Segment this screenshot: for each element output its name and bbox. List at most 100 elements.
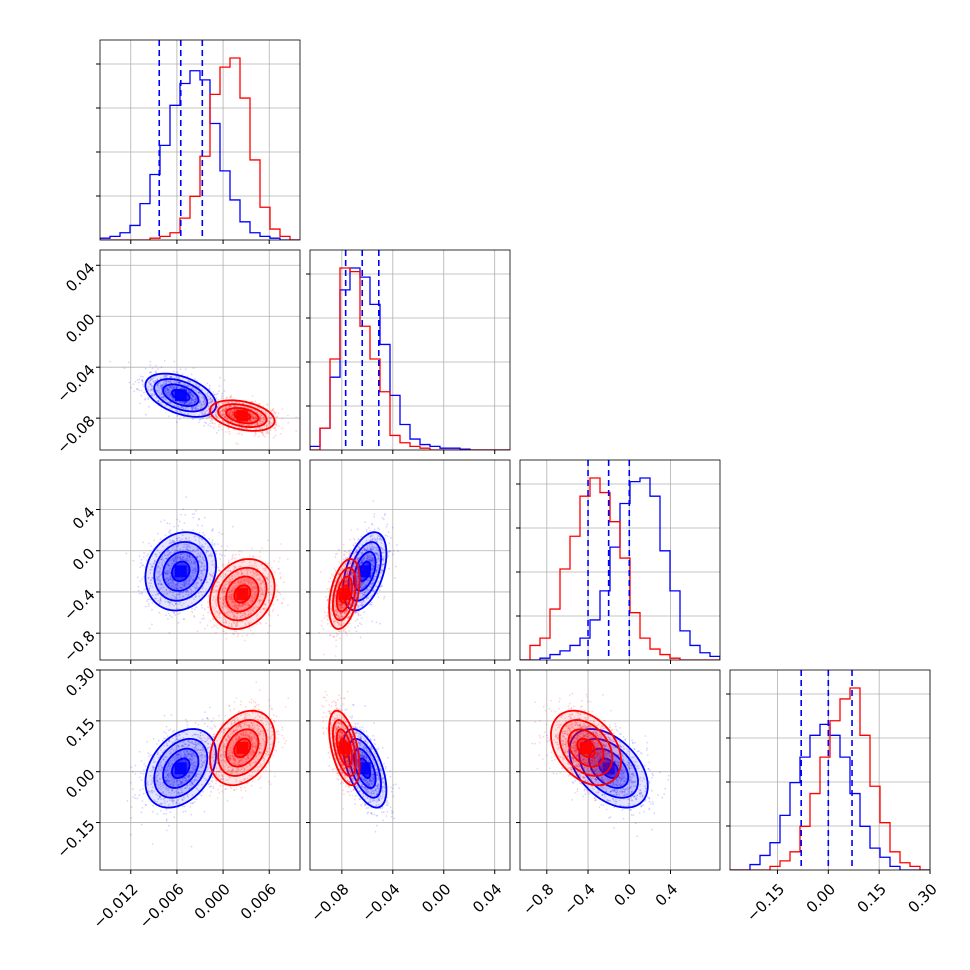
sample-point [170,396,173,398]
sample-point [150,582,152,585]
sample-point [187,390,190,393]
sample-point [174,409,177,412]
sample-point [228,413,231,416]
sample-point [269,424,271,426]
sample-point [153,381,155,384]
sample-point [250,420,253,422]
sample-point [262,416,265,419]
sample-point [207,595,210,598]
sample-point [251,625,254,628]
sample-point [272,603,275,606]
sample-point [166,387,169,389]
sample-point [246,423,249,426]
sample-point [172,397,175,400]
sample-point [295,416,297,419]
sample-point [270,410,273,412]
sample-point [286,558,289,560]
sample-point [188,403,190,405]
sample-point [175,556,178,559]
sample-point [233,405,236,408]
sample-point [147,605,150,607]
sample-point [276,584,278,587]
sample-point [194,389,196,392]
sample-point [177,406,180,408]
sample-point [209,397,211,400]
sample-point [216,543,219,545]
sample-point [229,415,231,417]
sample-point [168,392,171,395]
sample-point [192,395,194,398]
sample-point [151,586,154,588]
sample-point [175,602,177,605]
sample-point [206,391,209,394]
sample-point [274,411,277,414]
sample-point [225,396,228,399]
sample-point [153,539,156,542]
sample-point [154,597,156,600]
sample-point [255,417,258,420]
sample-point [149,382,152,385]
sample-point [268,432,271,435]
sample-point [232,415,235,418]
sample-point [163,375,166,378]
sample-point [171,548,174,550]
sample-point [203,617,205,620]
sample-point [201,413,204,415]
sample-point [160,520,162,523]
sample-point [150,579,152,582]
sample-point [202,559,205,562]
sample-point [223,410,226,413]
sample-point [160,599,162,602]
sample-point [172,398,174,401]
sample-point [173,387,175,390]
sample-point [230,420,232,423]
sample-point [219,411,222,413]
sample-point [252,416,255,419]
sample-point [254,432,257,434]
sample-point [199,400,201,403]
sample-point [217,403,220,406]
sample-point [206,624,209,627]
sample-point [164,390,167,393]
sample-point [151,378,154,381]
sample-point [156,378,159,381]
sample-point [286,414,289,417]
sample-point [174,550,177,553]
sample-point [229,413,232,415]
sample-point [155,555,158,558]
sample-point [230,415,233,418]
sample-point [223,409,225,411]
sample-point [214,407,217,409]
sample-point [277,591,279,593]
sample-point [185,559,187,562]
sample-point [199,590,202,593]
panel-content [100,40,300,240]
sample-point [201,411,203,414]
sample-point [164,573,167,575]
sample-point [266,431,269,433]
sample-point [228,412,231,415]
sample-point [254,400,256,403]
sample-point [203,410,205,413]
sample-point [177,554,180,557]
sample-point [208,416,211,418]
sample-point [229,415,232,418]
sample-point [232,557,234,560]
sample-point [271,422,273,424]
sample-point [179,592,182,594]
sample-point [260,431,262,434]
sample-point [190,393,192,396]
sample-point [198,595,201,598]
sample-point [234,557,236,560]
sample-point [192,407,195,410]
sample-point [190,401,193,404]
sample-point [170,579,172,581]
sample-point [202,396,205,398]
sample-point [141,578,143,580]
sample-point [206,581,209,584]
sample-point [185,579,188,582]
sample-point [172,370,175,373]
sample-point [164,389,167,392]
sample-point [198,385,201,387]
sample-point [338,548,340,551]
